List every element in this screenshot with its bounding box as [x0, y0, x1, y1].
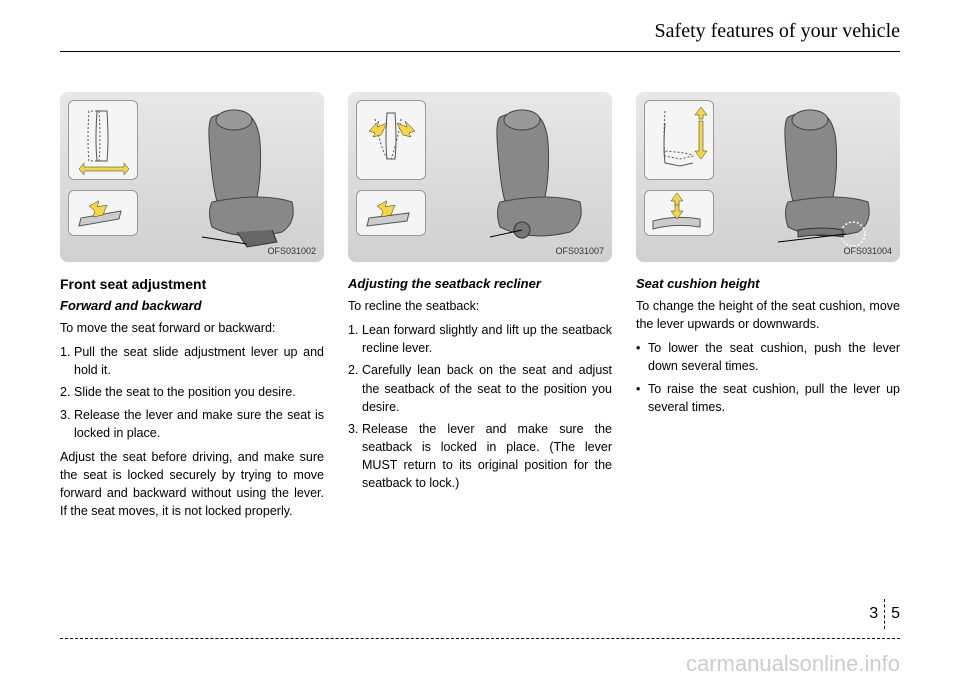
list-item: 3.Release the lever and make sure the se…: [348, 420, 612, 493]
chapter-number: 3: [869, 605, 878, 623]
figure-forward-backward: OFS031002: [60, 92, 324, 262]
page-index: 5: [891, 605, 900, 623]
figure-label: OFS031004: [843, 246, 892, 256]
list-item: 1.Pull the seat slide adjustment lever u…: [60, 343, 324, 379]
content-columns: OFS031002 Front seat adjustment Forward …: [60, 92, 900, 526]
column-1: OFS031002 Front seat adjustment Forward …: [60, 92, 324, 526]
page-number: 3 5: [869, 599, 900, 629]
list-item: 1.Lean forward slightly and lift up the …: [348, 321, 612, 357]
figure-inset-seat-outline: [68, 100, 138, 180]
figure-inset-lever: [68, 190, 138, 236]
trailing-text: Adjust the seat before driving, and make…: [60, 448, 324, 521]
seat-illustration-icon: [162, 102, 312, 252]
figure-inset-recline-lever: [356, 190, 426, 236]
bullet-list: •To lower the seat cushion, push the lev…: [636, 339, 900, 416]
figure-inset-height-lever: [644, 190, 714, 236]
watermark-text: carmanualsonline.info: [686, 651, 900, 677]
numbered-list: 1.Pull the seat slide adjustment lever u…: [60, 343, 324, 442]
subheading-recliner: Adjusting the seatback recliner: [348, 276, 612, 291]
figure-label: OFS031002: [267, 246, 316, 256]
list-item: •To lower the seat cushion, push the lev…: [636, 339, 900, 375]
figure-recliner: OFS031007: [348, 92, 612, 262]
list-item: •To raise the seat cushion, pull the lev…: [636, 380, 900, 416]
subheading-height: Seat cushion height: [636, 276, 900, 291]
section-header: Safety features of your vehicle: [60, 20, 900, 52]
intro-text: To recline the seatback:: [348, 297, 612, 315]
intro-text: To change the height of the seat cushion…: [636, 297, 900, 333]
numbered-list: 1.Lean forward slightly and lift up the …: [348, 321, 612, 492]
figure-inset-recline-outline: [356, 100, 426, 180]
footer-dashed-line: [60, 638, 900, 639]
list-item: 3.Release the lever and make sure the se…: [60, 406, 324, 442]
intro-text: To move the seat forward or backward:: [60, 319, 324, 337]
seat-illustration-icon: [738, 102, 888, 252]
list-item: 2.Slide the seat to the position you des…: [60, 383, 324, 401]
subheading-forward-backward: Forward and backward: [60, 298, 324, 313]
heading-front-seat-adjustment: Front seat adjustment: [60, 276, 324, 292]
seat-illustration-icon: [450, 102, 600, 252]
figure-height: OFS031004: [636, 92, 900, 262]
column-2: OFS031007 Adjusting the seatback recline…: [348, 92, 612, 526]
column-3: OFS031004 Seat cushion height To change …: [636, 92, 900, 526]
figure-label: OFS031007: [555, 246, 604, 256]
figure-inset-height-outline: [644, 100, 714, 180]
list-item: 2.Carefully lean back on the seat and ad…: [348, 361, 612, 415]
page-number-separator: [884, 599, 885, 629]
